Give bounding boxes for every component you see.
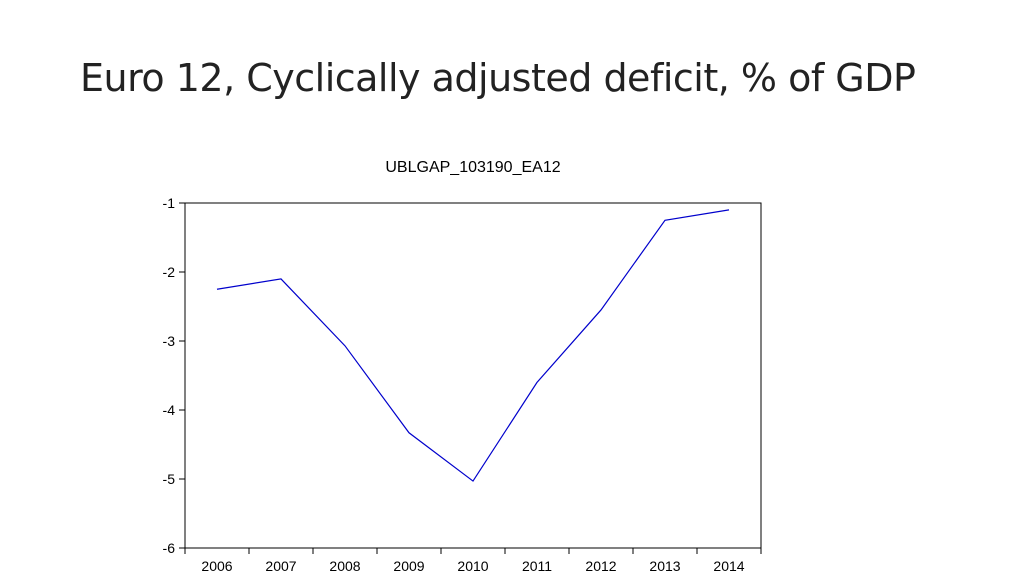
x-tick-label: 2012	[585, 558, 616, 574]
y-tick-label: -5	[163, 471, 176, 487]
data-point	[216, 288, 219, 291]
y-tick-label: -4	[163, 402, 176, 418]
data-point	[408, 431, 411, 434]
series-layer	[216, 208, 731, 483]
series-line	[216, 209, 730, 482]
plot-frame	[184, 202, 762, 549]
y-tick-label: -2	[163, 264, 176, 280]
data-point	[344, 344, 347, 347]
y-tick-label: -6	[163, 540, 176, 556]
data-point	[280, 277, 283, 280]
data-point	[728, 208, 731, 211]
data-point	[472, 480, 475, 483]
x-tick-label: 2014	[713, 558, 744, 574]
y-tick-label: -3	[163, 333, 176, 349]
x-tick-label: 2009	[393, 558, 424, 574]
data-point	[664, 219, 667, 222]
y-tick-label: -1	[163, 195, 176, 211]
x-tick-label: 2008	[329, 558, 360, 574]
x-tick-label: 2011	[522, 558, 552, 574]
y-axis: -1 -2 -3 -4 -5 -6	[163, 195, 185, 556]
x-tick-label: 2006	[201, 558, 232, 574]
data-point	[536, 381, 539, 384]
x-tick-label: 2010	[457, 558, 488, 574]
chart-title: UBLGAP_103190_EA12	[385, 159, 560, 176]
x-axis: 2006 2007 2008 2009 2010 2011 2012 2013 2014	[184, 548, 762, 574]
data-point	[600, 308, 603, 311]
x-tick-label: 2007	[265, 558, 296, 574]
slide-title: Euro 12, Cyclically adjusted deficit, % …	[80, 56, 916, 100]
x-tick-label: 2013	[649, 558, 680, 574]
